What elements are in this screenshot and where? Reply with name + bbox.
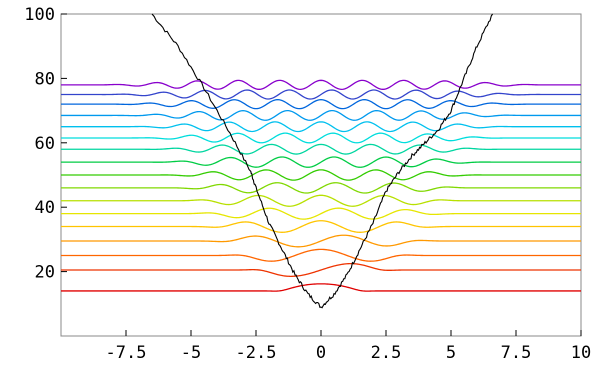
- y-tick-label: 40: [35, 198, 55, 218]
- y-tick-label: 100: [24, 5, 55, 25]
- x-tick-label: 7.5: [501, 343, 532, 363]
- eigenstate-curve: [61, 220, 581, 233]
- x-tick-label: 0: [316, 343, 326, 363]
- eigenstate-curves: [61, 79, 581, 292]
- eigenstate-curve: [61, 182, 581, 194]
- eigenstate-curve: [61, 207, 581, 220]
- eigenstate-curve: [61, 194, 581, 207]
- y-axis: 20 40 60 80 100: [24, 5, 67, 283]
- eigenstate-curve: [61, 109, 581, 121]
- eigenstate-curve: [61, 169, 581, 181]
- y-tick-label: 60: [35, 134, 55, 154]
- eigenstate-curve: [61, 89, 581, 100]
- x-tick-label: 2.5: [371, 343, 402, 363]
- x-tick-label: -2.5: [236, 343, 277, 363]
- potential-curve: [151, 13, 494, 309]
- x-tick-label: 10: [571, 343, 591, 363]
- eigenstate-curve: [61, 121, 581, 133]
- eigenstate-curve: [61, 262, 581, 277]
- eigenstate-curve: [61, 143, 581, 155]
- y-tick-label: 80: [35, 69, 55, 89]
- eigenstate-curve: [61, 248, 581, 262]
- x-axis: -7.5 -5 -2.5 0 2.5 5 7.5 10: [106, 330, 591, 363]
- x-tick-label: -7.5: [106, 343, 147, 363]
- eigenstate-curve: [61, 234, 581, 248]
- y-tick-label: 20: [35, 263, 55, 283]
- x-tick-label: 5: [446, 343, 456, 363]
- eigenstate-curve: [61, 132, 581, 144]
- eigenstate-curve: [61, 283, 581, 292]
- eigenstate-curve: [61, 156, 581, 168]
- eigenstate-curve: [61, 79, 581, 91]
- x-tick-label: -5: [181, 343, 201, 363]
- eigenstate-curve: [61, 98, 581, 110]
- potential-curve-group: [151, 13, 494, 309]
